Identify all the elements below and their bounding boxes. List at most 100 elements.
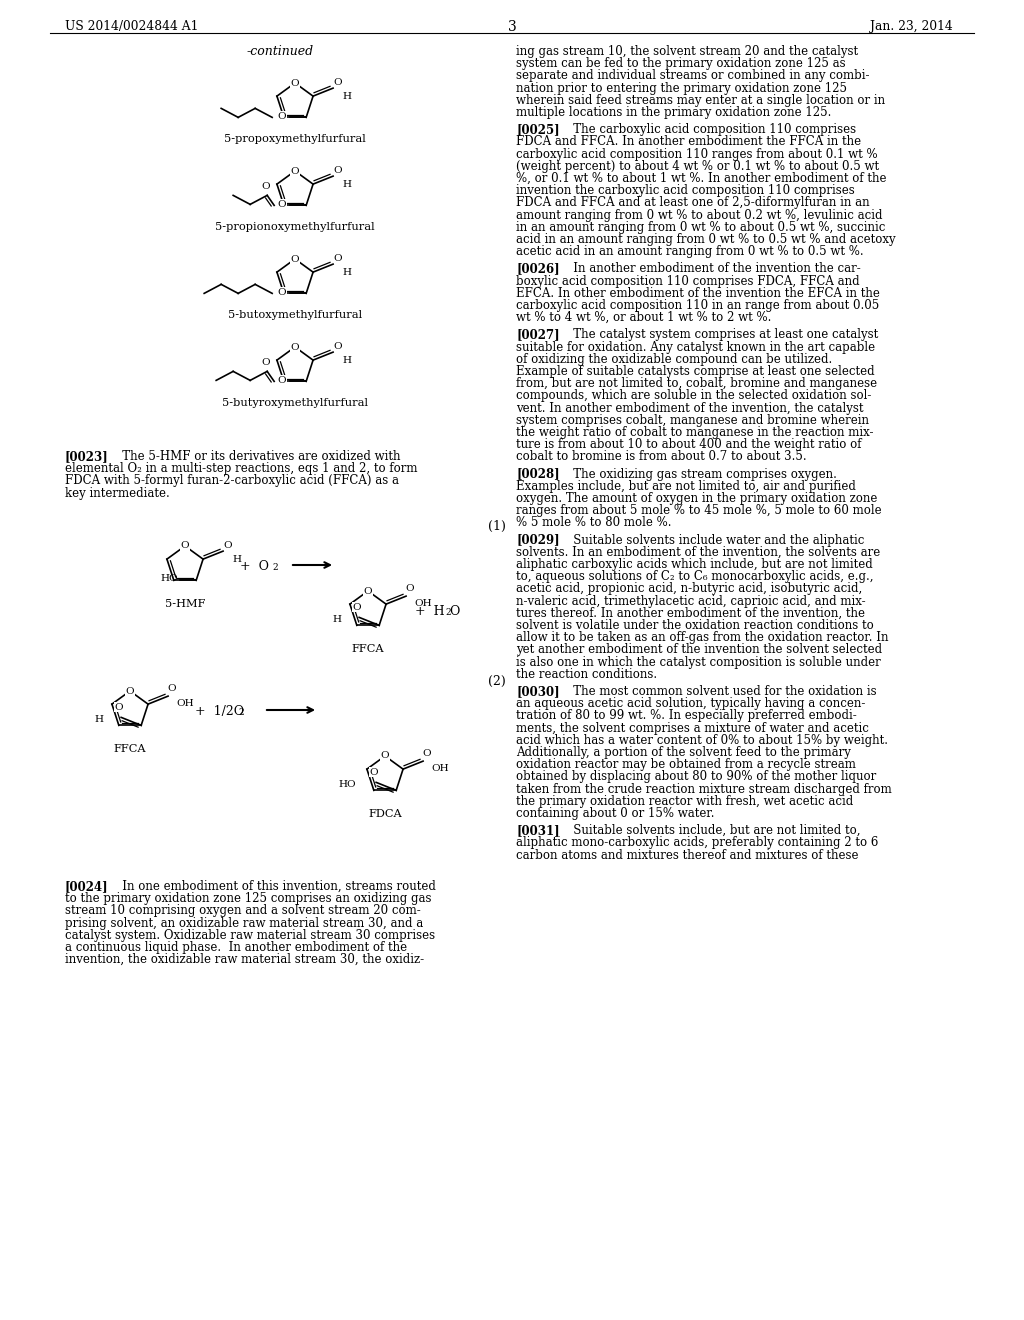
Text: [0028]: [0028] [516,467,560,480]
Text: acetic acid in an amount ranging from 0 wt % to 0.5 wt %.: acetic acid in an amount ranging from 0 … [516,246,863,259]
Text: tures thereof. In another embodiment of the invention, the: tures thereof. In another embodiment of … [516,607,865,620]
Text: carboxylic acid composition 110 ranges from about 0.1 wt %: carboxylic acid composition 110 ranges f… [516,148,878,161]
Text: O: O [180,541,189,550]
Text: H: H [342,180,351,189]
Text: [0027]: [0027] [516,329,560,342]
Text: to, aqueous solutions of C₂ to C₆ monocarboxylic acids, e.g.,: to, aqueous solutions of C₂ to C₆ monoca… [516,570,873,583]
Text: [0026]: [0026] [516,263,560,276]
Text: multiple locations in the primary oxidation zone 125.: multiple locations in the primary oxidat… [516,106,831,119]
Text: Examples include, but are not limited to, air and purified: Examples include, but are not limited to… [516,479,856,492]
Text: separate and individual streams or combined in any combi-: separate and individual streams or combi… [516,70,869,82]
Text: O: O [278,376,287,385]
Text: catalyst system. Oxidizable raw material stream 30 comprises: catalyst system. Oxidizable raw material… [65,929,435,941]
Text: O: O [291,78,299,87]
Text: H: H [342,268,351,277]
Text: 5-propionoxymethylfurfural: 5-propionoxymethylfurfural [215,222,375,232]
Text: O: O [381,751,389,760]
Text: the reaction conditions.: the reaction conditions. [516,668,657,681]
Text: carbon atoms and mixtures thereof and mixtures of these: carbon atoms and mixtures thereof and mi… [516,849,858,862]
Text: O: O [334,165,342,174]
Text: [0024]: [0024] [65,880,109,894]
Text: -continued: -continued [247,45,313,58]
Text: acid in an amount ranging from 0 wt % to 0.5 wt % and acetoxy: acid in an amount ranging from 0 wt % to… [516,234,896,246]
Text: [0030]: [0030] [516,685,560,698]
Text: O: O [291,255,299,264]
Text: The oxidizing gas stream comprises oxygen.: The oxidizing gas stream comprises oxyge… [562,467,837,480]
Text: O: O [364,586,373,595]
Text: n-valeric acid, trimethylacetic acid, caprioic acid, and mix-: n-valeric acid, trimethylacetic acid, ca… [516,594,865,607]
Text: 5-butyroxymethylfurfural: 5-butyroxymethylfurfural [222,399,368,408]
Text: 2: 2 [445,609,451,616]
Text: ing gas stream 10, the solvent stream 20 and the catalyst: ing gas stream 10, the solvent stream 20… [516,45,858,58]
Text: cobalt to bromine is from about 0.7 to about 3.5.: cobalt to bromine is from about 0.7 to a… [516,450,807,463]
Text: (1): (1) [488,520,506,533]
Text: O: O [278,112,287,121]
Text: oxygen. The amount of oxygen in the primary oxidation zone: oxygen. The amount of oxygen in the prim… [516,492,878,506]
Text: stream 10 comprising oxygen and a solvent stream 20 com-: stream 10 comprising oxygen and a solven… [65,904,421,917]
Text: O: O [423,748,431,758]
Text: O: O [449,605,460,618]
Text: 5-HMF: 5-HMF [165,599,205,609]
Text: O: O [406,583,415,593]
Text: % 5 mole % to 80 mole %.: % 5 mole % to 80 mole %. [516,516,672,529]
Text: O: O [262,182,270,191]
Text: O: O [224,541,232,549]
Text: O: O [278,199,287,209]
Text: 5-propoxymethylfurfural: 5-propoxymethylfurfural [224,135,366,144]
Text: O: O [115,702,124,711]
Text: a continuous liquid phase.  In another embodiment of the: a continuous liquid phase. In another em… [65,941,408,954]
Text: an aqueous acetic acid solution, typically having a concen-: an aqueous acetic acid solution, typical… [516,697,865,710]
Text: solvents. In an embodiment of the invention, the solvents are: solvents. In an embodiment of the invent… [516,545,881,558]
Text: containing about 0 or 15% water.: containing about 0 or 15% water. [516,807,715,820]
Text: ments, the solvent comprises a mixture of water and acetic: ments, the solvent comprises a mixture o… [516,722,869,735]
Text: HO: HO [161,574,178,583]
Text: O: O [262,358,270,367]
Text: H: H [332,615,341,624]
Text: 5-butoxymethylfurfural: 5-butoxymethylfurfural [228,310,362,319]
Text: OH: OH [176,698,194,708]
Text: vent. In another embodiment of the invention, the catalyst: vent. In another embodiment of the inven… [516,401,863,414]
Text: (2): (2) [488,675,506,688]
Text: acetic acid, propionic acid, n-butyric acid, isobutyric acid,: acetic acid, propionic acid, n-butyric a… [516,582,862,595]
Text: In another embodiment of the invention the car-: In another embodiment of the invention t… [562,263,861,276]
Text: aliphatic mono-carboxylic acids, preferably containing 2 to 6: aliphatic mono-carboxylic acids, prefera… [516,837,879,849]
Text: in an amount ranging from 0 wt % to about 0.5 wt %, succinic: in an amount ranging from 0 wt % to abou… [516,220,886,234]
Text: carboxylic acid composition 110 in an range from about 0.05: carboxylic acid composition 110 in an ra… [516,300,880,312]
Text: In one embodiment of this invention, streams routed: In one embodiment of this invention, str… [111,880,436,894]
Text: +  H: + H [415,605,444,618]
Text: FDCA: FDCA [368,809,401,818]
Text: solvent is volatile under the oxidation reaction conditions to: solvent is volatile under the oxidation … [516,619,873,632]
Text: OH: OH [431,764,449,772]
Text: acid which has a water content of 0% to about 15% by weight.: acid which has a water content of 0% to … [516,734,888,747]
Text: invention, the oxidizable raw material stream 30, the oxidiz-: invention, the oxidizable raw material s… [65,953,424,966]
Text: [0025]: [0025] [516,123,560,136]
Text: wt % to 4 wt %, or about 1 wt % to 2 wt %.: wt % to 4 wt %, or about 1 wt % to 2 wt … [516,312,771,325]
Text: FFCA: FFCA [351,644,384,653]
Text: The catalyst system comprises at least one catalyst: The catalyst system comprises at least o… [562,329,879,342]
Text: O: O [334,342,342,351]
Text: ture is from about 10 to about 400 and the weight ratio of: ture is from about 10 to about 400 and t… [516,438,861,451]
Text: nation prior to entering the primary oxidation zone 125: nation prior to entering the primary oxi… [516,82,847,95]
Text: yet another embodiment of the invention the solvent selected: yet another embodiment of the invention … [516,643,882,656]
Text: amount ranging from 0 wt % to about 0.2 wt %, levulinic acid: amount ranging from 0 wt % to about 0.2 … [516,209,883,222]
Text: system comprises cobalt, manganese and bromine wherein: system comprises cobalt, manganese and b… [516,413,869,426]
Text: The carboxylic acid composition 110 comprises: The carboxylic acid composition 110 comp… [562,123,856,136]
Text: 2: 2 [272,564,278,572]
Text: O: O [278,288,287,297]
Text: The 5-HMF or its derivatives are oxidized with: The 5-HMF or its derivatives are oxidize… [111,450,400,463]
Text: 2: 2 [238,708,244,717]
Text: O: O [168,684,176,693]
Text: FDCA and FFCA and at least one of 2,5-diformylfuran in an: FDCA and FFCA and at least one of 2,5-di… [516,197,869,210]
Text: Example of suitable catalysts comprise at least one selected: Example of suitable catalysts comprise a… [516,366,874,378]
Text: suitable for oxidation. Any catalyst known in the art capable: suitable for oxidation. Any catalyst kno… [516,341,876,354]
Text: taken from the crude reaction mixture stream discharged from: taken from the crude reaction mixture st… [516,783,892,796]
Text: H: H [342,91,351,100]
Text: The most common solvent used for the oxidation is: The most common solvent used for the oxi… [562,685,877,698]
Text: system can be fed to the primary oxidation zone 125 as: system can be fed to the primary oxidati… [516,57,846,70]
Text: OH: OH [414,599,432,607]
Text: [0023]: [0023] [65,450,109,463]
Text: tration of 80 to 99 wt. %. In especially preferred embodi-: tration of 80 to 99 wt. %. In especially… [516,709,857,722]
Text: boxylic acid composition 110 comprises FDCA, FFCA and: boxylic acid composition 110 comprises F… [516,275,859,288]
Text: invention the carboxylic acid composition 110 comprises: invention the carboxylic acid compositio… [516,185,855,197]
Text: %, or 0.1 wt % to about 1 wt %. In another embodiment of the: %, or 0.1 wt % to about 1 wt %. In anoth… [516,172,887,185]
